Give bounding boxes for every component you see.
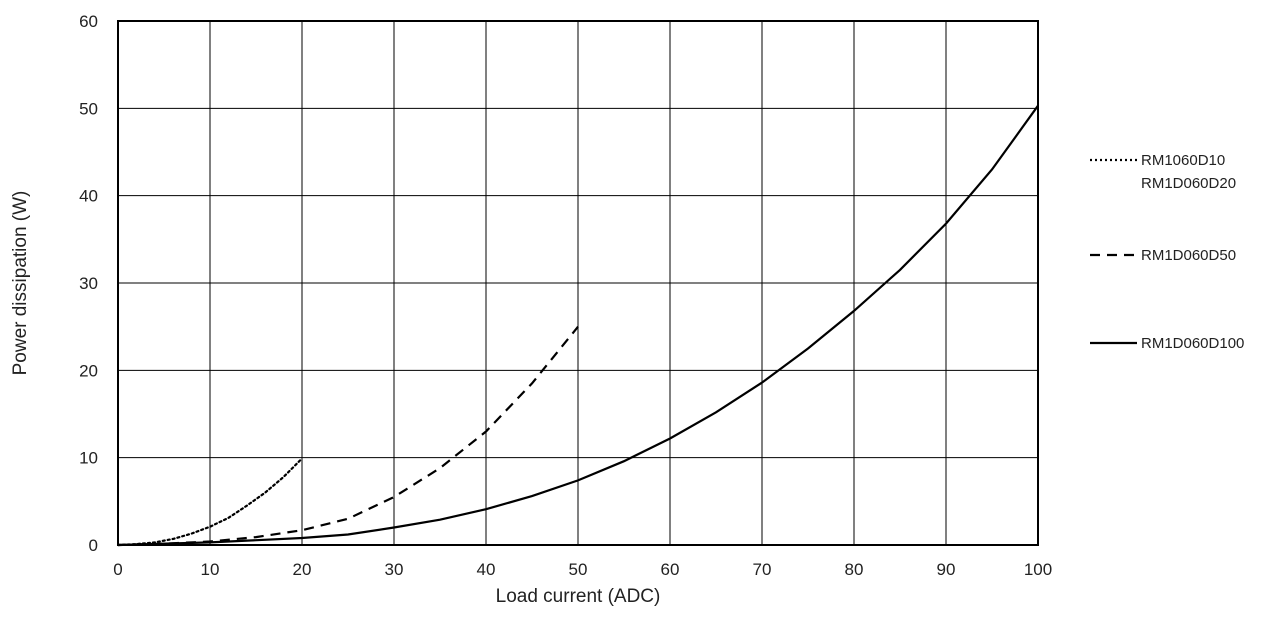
- series-line-0: [116, 457, 304, 547]
- grid: [118, 21, 1038, 545]
- y-tick-label: 30: [79, 274, 98, 293]
- series-group: [116, 105, 1039, 547]
- plot-frame: [117, 20, 1039, 546]
- legend-label-0: RM1D060D20: [1141, 175, 1236, 192]
- legend-label-2: RM1D060D100: [1141, 335, 1244, 352]
- x-tick-label: 20: [293, 560, 312, 579]
- x-tick-label: 40: [477, 560, 496, 579]
- y-tick-label: 60: [79, 12, 98, 31]
- x-tick-label: 80: [845, 560, 864, 579]
- legend-label-1: RM1D060D50: [1141, 247, 1236, 264]
- x-axis-title: Load current (ADC): [496, 586, 661, 607]
- y-tick-label: 40: [79, 187, 98, 206]
- legend: RM1060D10 RM1D060D20 RM1D060D50 RM1D060D100: [1090, 152, 1244, 352]
- x-tick-label: 90: [937, 560, 956, 579]
- series-line-2: [117, 105, 1039, 547]
- y-tick-label: 50: [79, 99, 98, 118]
- tick-labels: 0 10 20 30 40 50 60 70 80 90 100 0 10 20 30 40 50 60: [79, 12, 1052, 579]
- x-tick-label: 10: [201, 560, 220, 579]
- series-line-1: [117, 326, 579, 547]
- legend-label-0: RM1060D10: [1141, 152, 1225, 169]
- y-tick-label: 10: [79, 449, 98, 468]
- x-tick-label: 0: [113, 560, 122, 579]
- x-tick-label: 50: [569, 560, 588, 579]
- x-tick-label: 60: [661, 560, 680, 579]
- x-tick-label: 30: [385, 560, 404, 579]
- y-tick-label: 20: [79, 361, 98, 380]
- x-tick-label: 100: [1024, 560, 1052, 579]
- x-tick-label: 70: [753, 560, 772, 579]
- y-axis-title: Power dissipation (W): [10, 191, 31, 376]
- y-tick-label: 0: [89, 536, 98, 555]
